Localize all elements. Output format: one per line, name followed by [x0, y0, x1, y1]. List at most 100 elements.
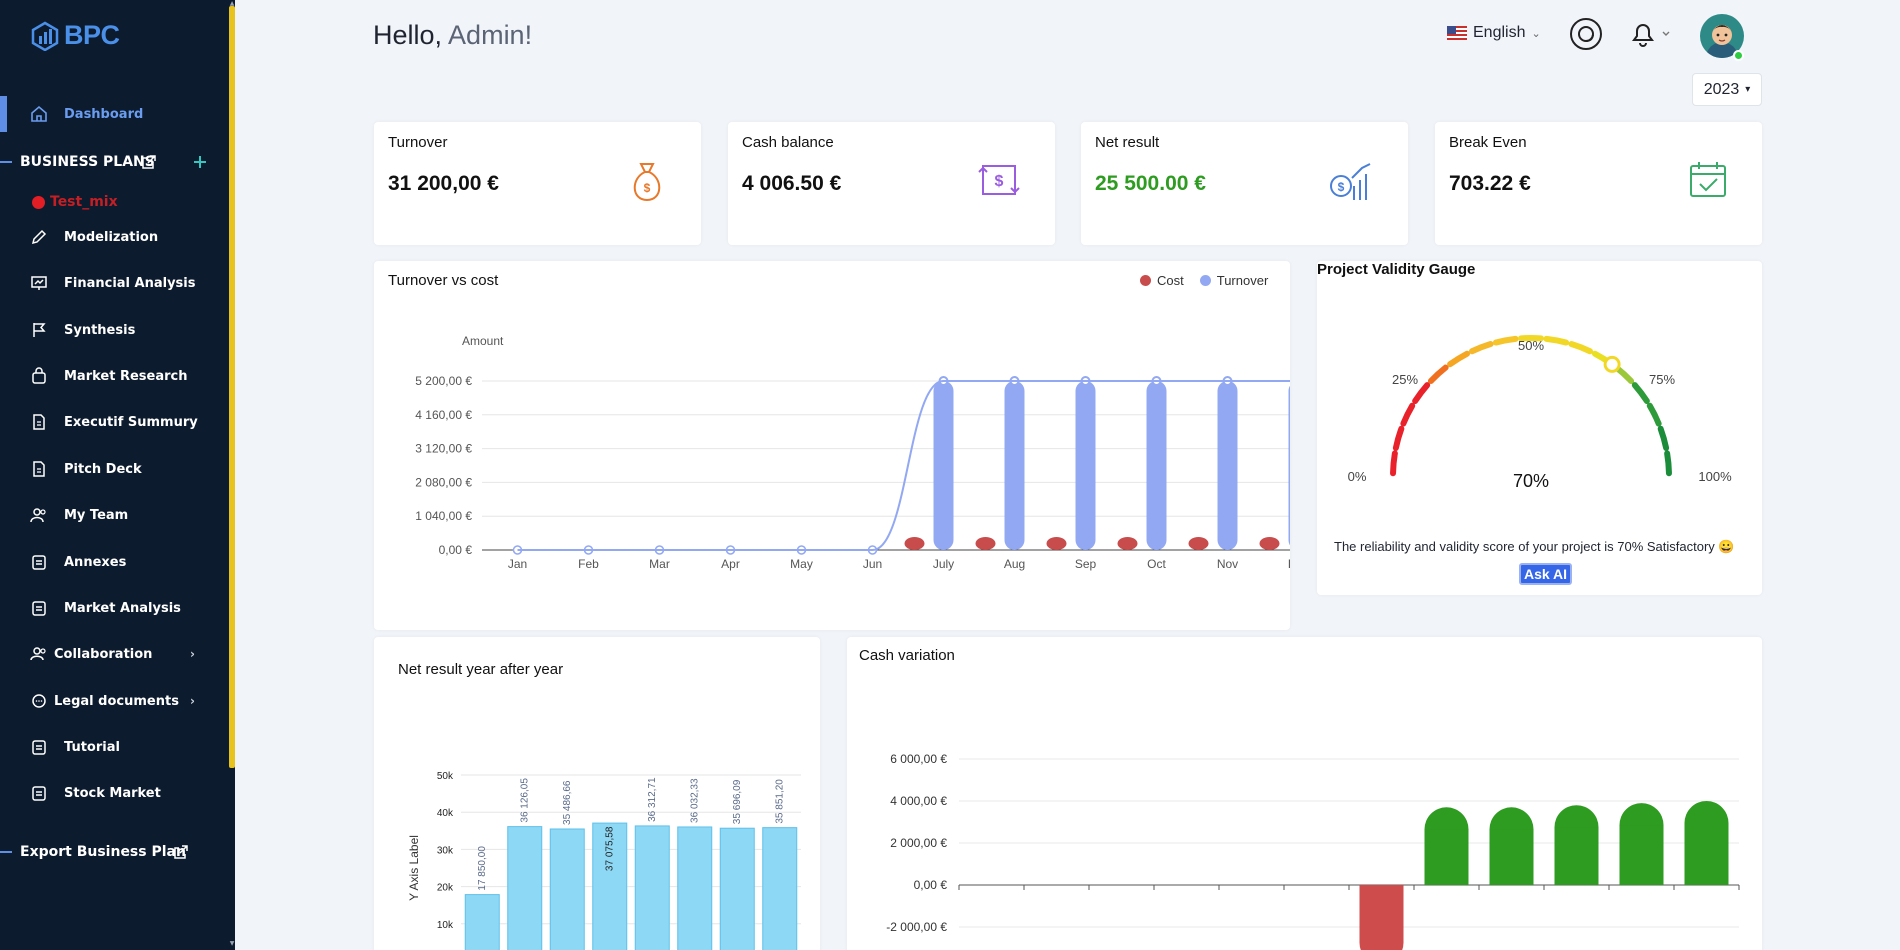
external-link-icon[interactable]: [173, 844, 189, 860]
chart-legend[interactable]: Cost Turnover: [1140, 273, 1268, 288]
scroll-down-icon[interactable]: ▼: [229, 940, 235, 947]
y-tick-left: 2 080,00 €: [415, 475, 472, 489]
kpi-value: 25 500.00 €: [1095, 172, 1206, 195]
net-result-card: Net result year after year 010k20k30k40k…: [374, 637, 820, 950]
notifications-button[interactable]: [1630, 20, 1672, 52]
gauge-title: Project Validity Gauge: [1317, 261, 1476, 278]
y-axis-label: Y Axis Label: [407, 835, 421, 901]
x-tick-label: Dec: [1288, 557, 1290, 571]
validity-gauge: 0% 25% 50% 75% 100% 70%: [1348, 335, 1732, 491]
gauge-tick-label: 0%: [1348, 469, 1367, 484]
y-axis-label-left: Amount: [462, 334, 504, 348]
kpi-title: Cash balance: [742, 134, 834, 151]
support-button[interactable]: [1570, 18, 1602, 50]
gauge-segment: [1427, 364, 1449, 385]
sidebar-scrollbar-thumb[interactable]: [229, 6, 235, 768]
y-tick-label: 20k: [437, 883, 454, 894]
cash-bar-base: [1554, 827, 1599, 885]
bar-value-label: 35 851,20: [775, 779, 786, 824]
language-selector[interactable]: English ⌄: [1447, 24, 1541, 42]
main-content: Hello, Admin! English ⌄ 2023 ▾ Turnover …: [235, 0, 1900, 950]
net-result-bar: [634, 825, 670, 950]
legend-cost-swatch: [1140, 275, 1151, 286]
turnover-bar: [1004, 381, 1025, 550]
gauge-segment: [1568, 341, 1594, 355]
nav-item-label: Pitch Deck: [64, 461, 142, 477]
export-business-plan[interactable]: Export Business Plan: [0, 837, 228, 867]
gauge-value: 70%: [1513, 471, 1549, 491]
turnover-bar: [933, 381, 954, 550]
nav-tutorial[interactable]: Tutorial: [0, 729, 228, 765]
headset-icon: [1578, 26, 1594, 42]
x-tick-label: Aug: [1004, 557, 1025, 571]
gauge-segment: [1390, 450, 1398, 477]
bar-value-label: 36 032,33: [690, 778, 701, 823]
nav-item-financial-analysis[interactable]: Financial Analysis: [0, 265, 228, 301]
bar-value-label: 35 696,09: [732, 779, 743, 824]
turnover-bar: [1075, 381, 1096, 550]
nav-stock-market[interactable]: Stock Market: [0, 775, 228, 811]
nav-item-executif-summury[interactable]: Executif Summury: [0, 404, 228, 440]
nav-item-my-team[interactable]: My Team: [0, 497, 228, 533]
external-link-icon[interactable]: [141, 154, 157, 170]
gauge-tick-label: 50%: [1518, 338, 1544, 353]
cost-bar: [1188, 537, 1209, 550]
app-logo[interactable]: BPC: [30, 20, 120, 51]
document-icon: [33, 414, 45, 430]
pencil-icon: [31, 229, 47, 245]
gauge-segment: [1646, 402, 1662, 427]
nav-legal-documents[interactable]: Legal documents ›: [0, 683, 228, 719]
gauge-segment: [1631, 382, 1650, 405]
x-tick-label: July: [933, 557, 954, 571]
nav-item-modelization[interactable]: Modelization: [0, 219, 228, 255]
chart-title: Cash variation: [859, 647, 955, 664]
avatar-image: [1706, 25, 1738, 58]
cost-bar: [975, 537, 996, 550]
home-icon: [31, 105, 47, 122]
nav-item-label: Annexes: [64, 554, 127, 570]
nav-item-synthesis[interactable]: Synthesis: [0, 312, 228, 348]
y-tick-label: 4 000,00 €: [890, 794, 947, 808]
x-tick-label: Oct: [1147, 557, 1166, 571]
kpi-card-turnover: Turnover 31 200,00 € $: [374, 122, 701, 245]
nav-item-label: Market Research: [64, 368, 188, 384]
add-plan-icon[interactable]: [193, 155, 207, 169]
turnover-bar: [1146, 381, 1167, 550]
nav-dashboard[interactable]: Dashboard: [0, 96, 228, 132]
ask-ai-button[interactable]: Ask AI: [1519, 563, 1573, 585]
gauge-tick-label: 25%: [1392, 372, 1418, 387]
calendar-check-icon: [1690, 162, 1726, 197]
nav-item-market-analysis[interactable]: Market Analysis: [0, 590, 228, 626]
transfer-dollar-icon: $: [978, 165, 1020, 195]
nav-item-annexes[interactable]: Annexes: [0, 544, 228, 580]
users-icon: [30, 647, 46, 661]
nav-collaboration[interactable]: Collaboration ›: [0, 636, 228, 672]
cost-bar: [904, 537, 925, 550]
legend-turnover-swatch: [1199, 275, 1211, 286]
gauge-tick-label: 75%: [1649, 372, 1675, 387]
y-tick-label: 10k: [437, 920, 454, 931]
net-result-bar: [719, 827, 755, 950]
nav-item-pitch-deck[interactable]: Pitch Deck: [0, 451, 228, 487]
nav-item-market-research[interactable]: Market Research: [0, 358, 228, 394]
nav-item-label: Modelization: [64, 229, 159, 245]
x-tick-label: Jan: [508, 557, 527, 571]
x-tick-label: Mar: [649, 557, 670, 571]
nav-tutorial-label: Tutorial: [64, 739, 120, 755]
year-select[interactable]: 2023 ▾: [1692, 73, 1762, 106]
y-tick-label: 0,00 €: [914, 878, 948, 892]
chart-title: Turnover vs cost: [388, 272, 499, 289]
nav-item-label: Financial Analysis: [64, 275, 196, 291]
gauge-needle-marker: [1603, 355, 1621, 373]
nav-stock-label: Stock Market: [64, 785, 161, 801]
business-plans-section[interactable]: BUSINESS PLANS: [0, 147, 228, 177]
project-item[interactable]: Test_mix: [32, 194, 118, 210]
year-value: 2023: [1703, 80, 1740, 98]
net-result-chart: 010k20k30k40k50k202317 850,00202436 126,…: [407, 771, 801, 950]
scroll-up-icon[interactable]: ▲: [229, 0, 235, 7]
cash-variation-chart: -4 000,00 €-2 000,00 €0,00 €2 000,00 €4 …: [886, 752, 1740, 950]
bar-value-label: 17 850,00: [477, 846, 488, 891]
chevron-down-icon: ⌄: [1531, 27, 1541, 40]
presentation-chart-icon: [31, 276, 47, 290]
gauge-segment: [1392, 425, 1405, 451]
